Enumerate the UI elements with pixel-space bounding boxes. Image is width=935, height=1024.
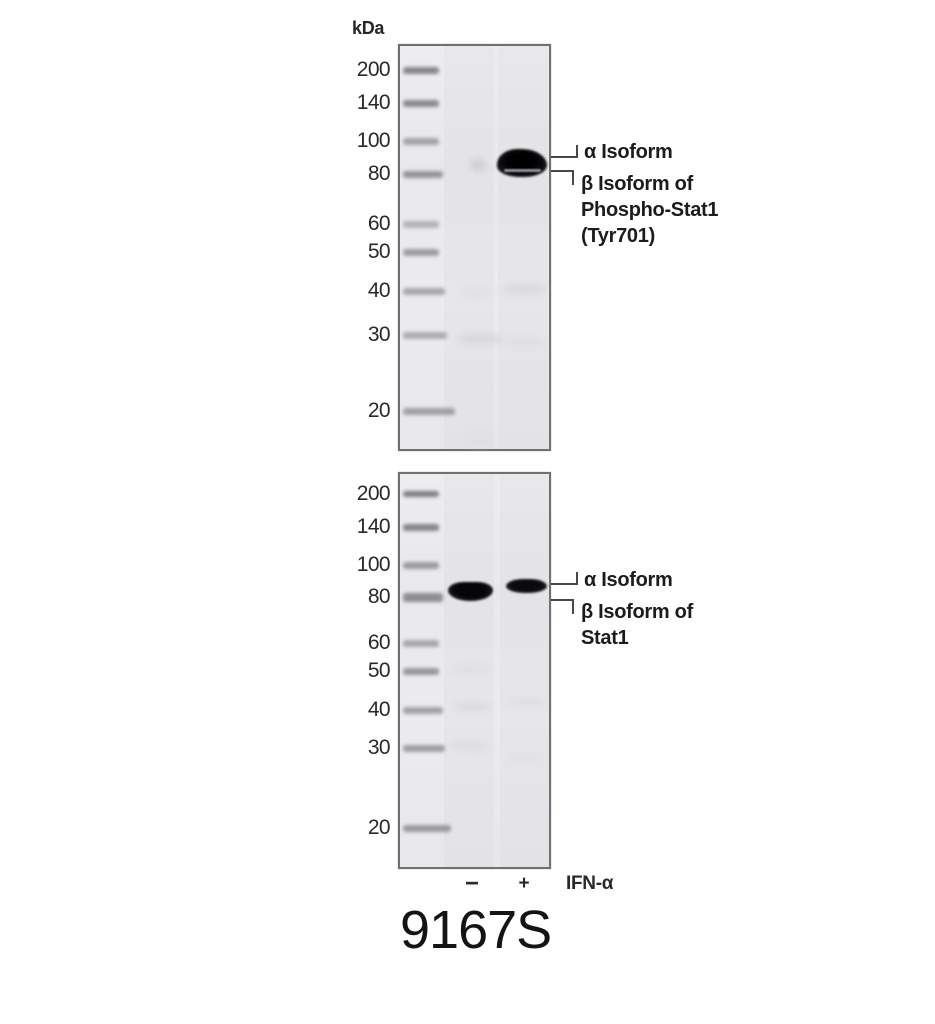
faint-band (452, 702, 492, 711)
alpha-leader-line (551, 156, 578, 158)
beta-isoform-annotation: β Isoform of Stat1 (581, 599, 693, 651)
beta-annotation-line-1: β Isoform of (581, 173, 693, 195)
beta-leader-line (551, 599, 574, 601)
ladder-band-30 (403, 332, 447, 339)
beta-bracket-tick (572, 170, 574, 185)
ladder-band-140 (403, 524, 439, 531)
ladder-band-40 (403, 288, 445, 295)
beta-isoform-annotation: β Isoform of Phospho-Stat1 (Tyr701) (581, 171, 719, 249)
marker-label-50: 50 (367, 240, 391, 263)
lane-label-plus: + (518, 873, 530, 894)
ladder-band-200 (403, 491, 439, 497)
ladder-band-50 (403, 249, 439, 256)
faint-band (503, 284, 546, 294)
marker-label-80: 80 (367, 162, 391, 185)
marker-label-20: 20 (367, 399, 391, 422)
ladder-band-140 (403, 100, 439, 107)
marker-label-100: 100 (356, 553, 391, 576)
beta-leader-line (551, 170, 574, 172)
marker-label-60: 60 (367, 212, 391, 235)
alpha-bracket-tick (576, 145, 578, 158)
ladder-band-200 (403, 67, 439, 74)
marker-label-40: 40 (367, 698, 391, 721)
beta-annotation-line-2: Stat1 (581, 627, 629, 649)
ladder-band-80 (403, 171, 443, 178)
marker-label-140: 140 (356, 91, 391, 114)
catalog-number: 9167S (400, 900, 552, 960)
marker-label-50: 50 (367, 659, 391, 682)
faint-band-minus-lane (470, 159, 486, 171)
gel-image-top (398, 44, 551, 451)
alpha-bracket-tick (576, 572, 578, 585)
band-phospho-stat1-plus-lane (497, 149, 547, 177)
marker-label-40: 40 (367, 279, 391, 302)
faint-band (450, 742, 490, 750)
faint-band (504, 338, 544, 346)
faint-band (452, 666, 490, 674)
marker-label-200: 200 (356, 58, 391, 81)
band-stat1-minus-lane (448, 582, 493, 601)
faint-band (508, 698, 544, 706)
alpha-isoform-annotation: α Isoform (584, 569, 673, 591)
ladder-band-60 (403, 221, 439, 228)
marker-label-20: 20 (367, 816, 391, 839)
marker-label-80: 80 (367, 585, 391, 608)
marker-label-140: 140 (356, 515, 391, 538)
gel-image-bottom (398, 472, 551, 869)
band-alpha-beta-separation (504, 169, 541, 172)
marker-label-30: 30 (367, 323, 391, 346)
marker-label-60: 60 (367, 631, 391, 654)
beta-annotation-line-3: (Tyr701) (581, 225, 655, 247)
ladder-band-100 (403, 138, 439, 145)
faint-band (464, 436, 494, 445)
kda-unit-label: kDa (352, 18, 385, 38)
beta-annotation-line-2: Phospho-Stat1 (581, 199, 719, 221)
ladder-band-20 (403, 825, 451, 832)
marker-label-30: 30 (367, 736, 391, 759)
lane-minus-shade (444, 46, 494, 449)
faint-band (458, 334, 502, 344)
ladder-band-100 (403, 562, 439, 569)
ladder-band-60 (403, 640, 439, 647)
alpha-leader-line (551, 583, 578, 585)
alpha-isoform-annotation: α Isoform (584, 141, 673, 163)
faint-band (508, 754, 542, 762)
beta-annotation-line-1: β Isoform of (581, 601, 693, 623)
band-stat1-plus-lane (506, 579, 547, 593)
treatment-label-ifn-alpha: IFN-α (566, 873, 614, 894)
beta-bracket-tick (572, 599, 574, 614)
faint-band (460, 289, 492, 297)
marker-label-200: 200 (356, 482, 391, 505)
ladder-band-40 (403, 707, 443, 714)
ladder-band-20 (403, 408, 455, 415)
lane-plus-shade (498, 46, 548, 449)
marker-label-100: 100 (356, 129, 391, 152)
ladder-band-50 (403, 668, 439, 675)
ladder-band-80 (403, 593, 443, 602)
lane-plus-shade (500, 474, 550, 867)
ladder-band-30 (403, 745, 445, 752)
lane-label-minus: − (464, 870, 479, 897)
